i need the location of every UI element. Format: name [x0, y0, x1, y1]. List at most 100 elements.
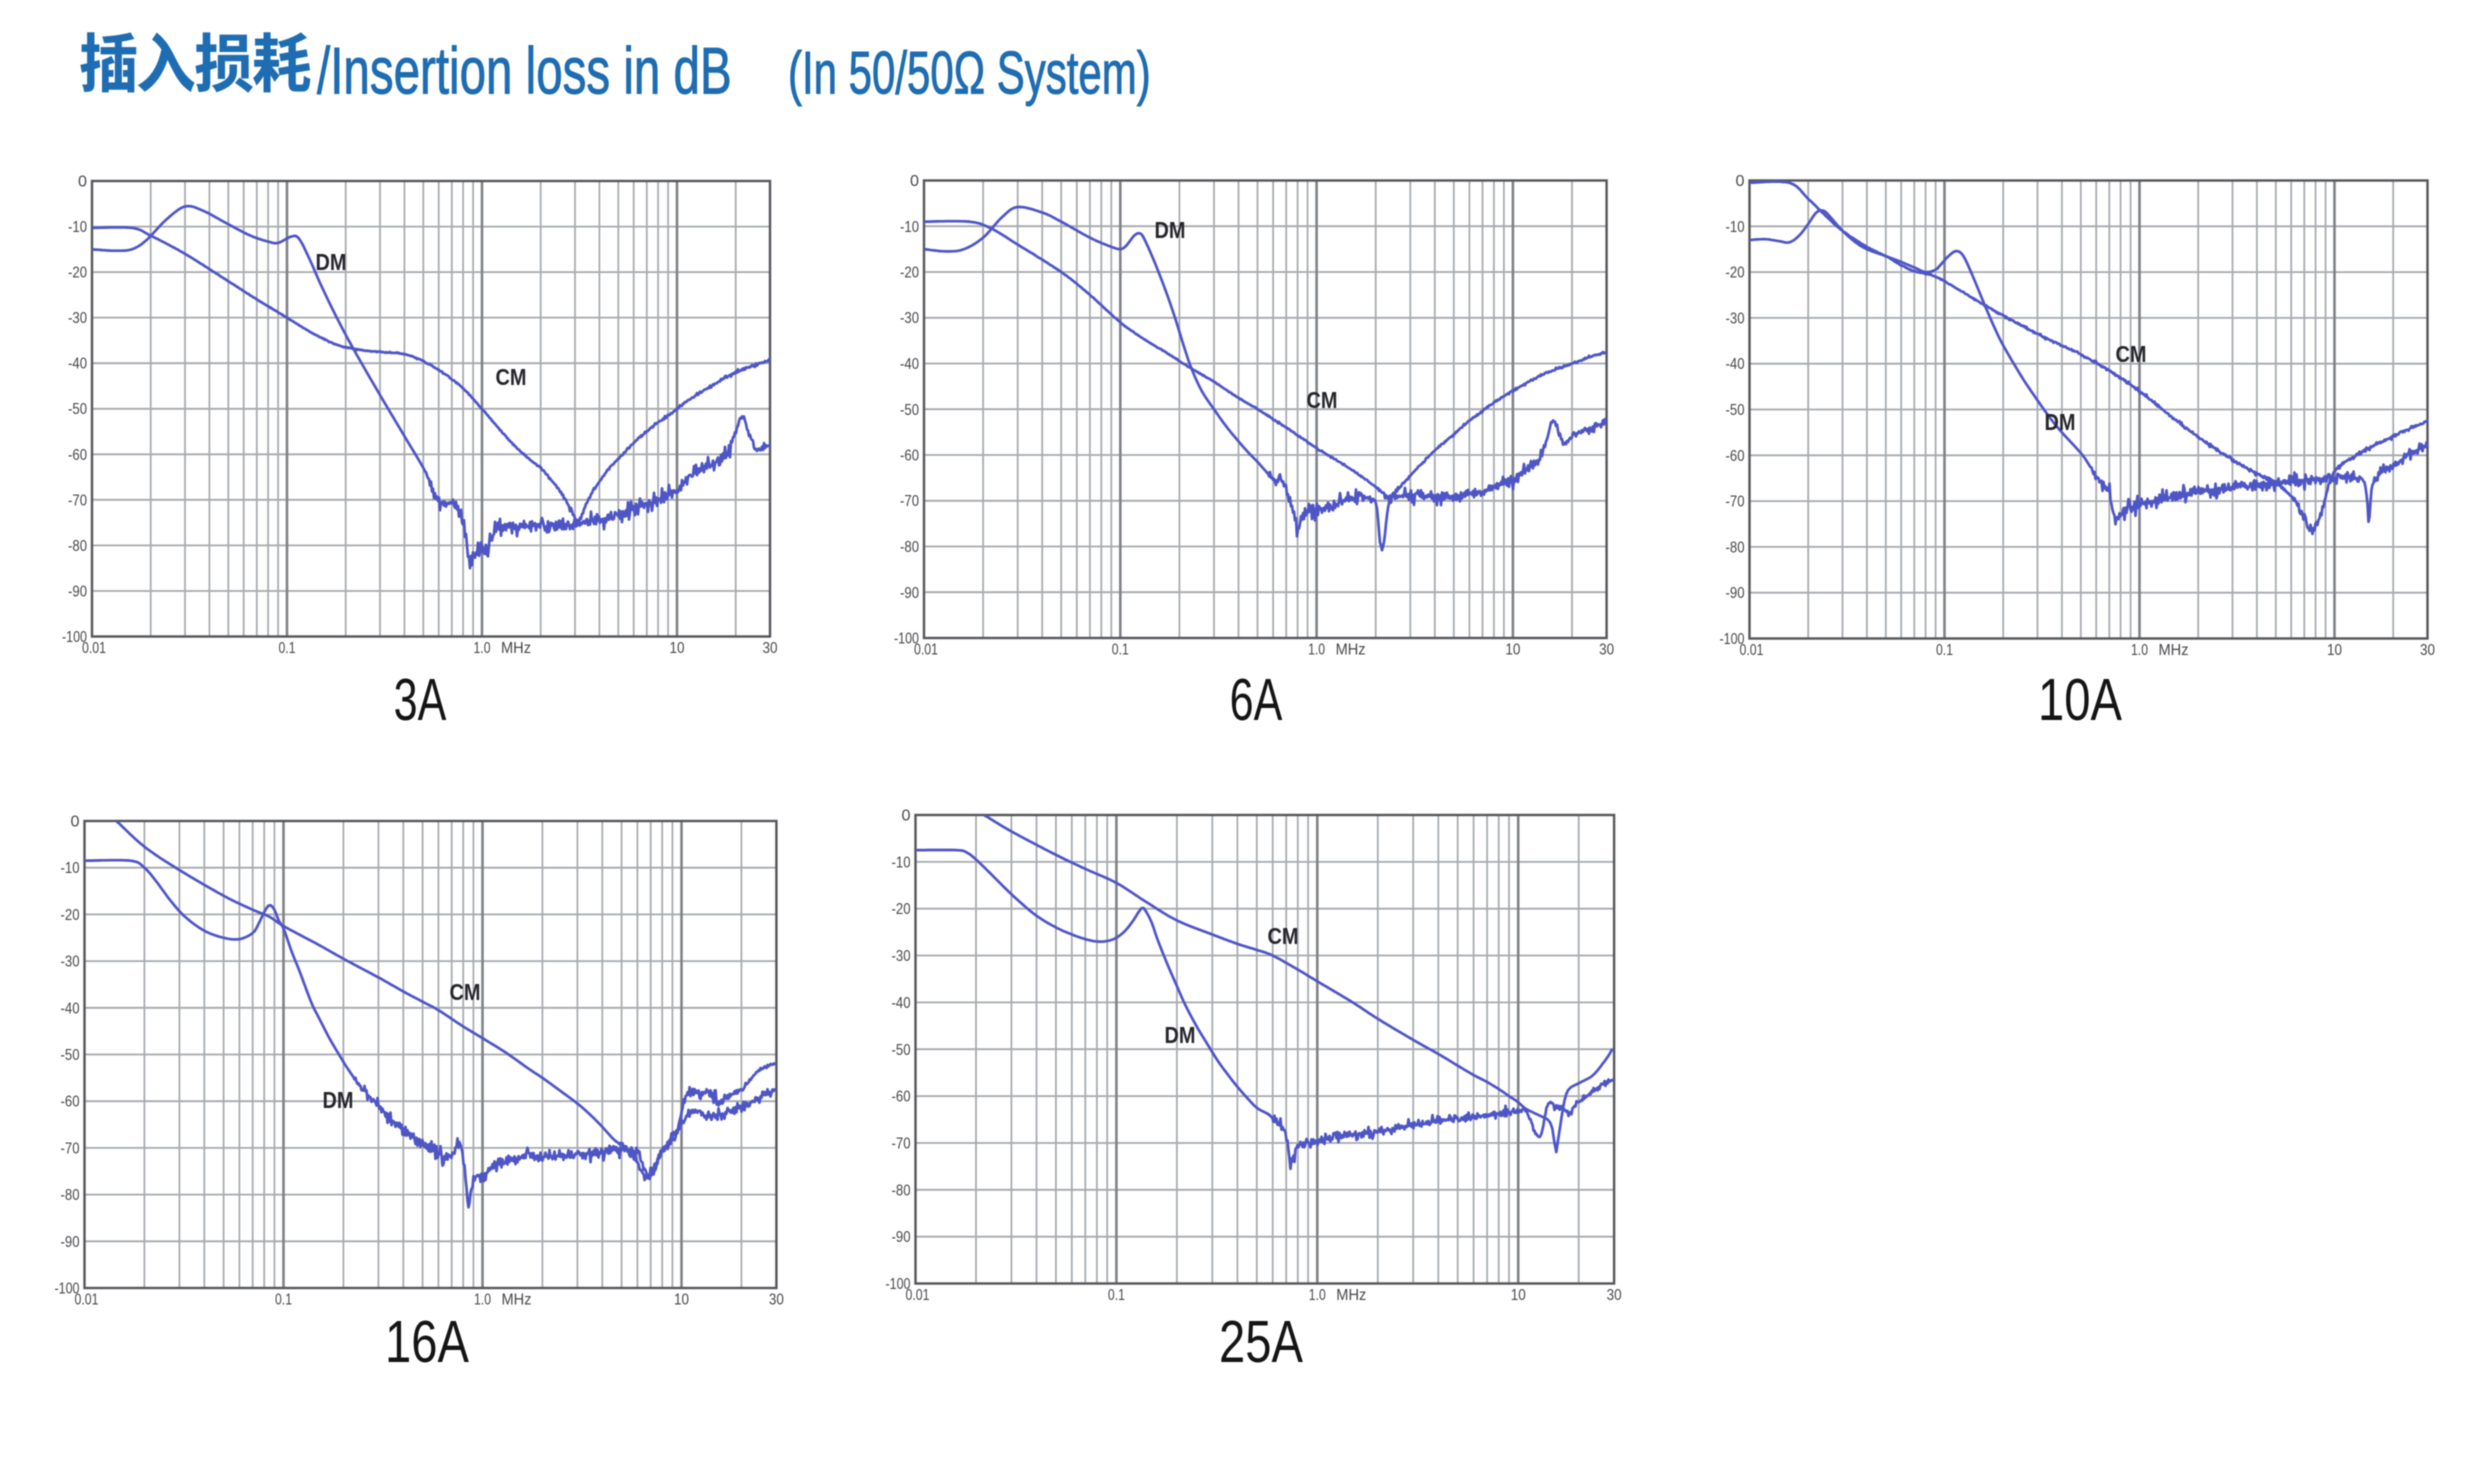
svg-text:-50: -50	[900, 402, 919, 419]
svg-text:6A: 6A	[1230, 666, 1283, 732]
svg-text:-50: -50	[892, 1042, 911, 1059]
svg-text:-70: -70	[900, 493, 919, 510]
svg-text:30: 30	[763, 640, 778, 657]
svg-text:30: 30	[2420, 642, 2435, 659]
svg-text:-70: -70	[61, 1140, 80, 1157]
svg-text:0: 0	[1736, 173, 1745, 190]
svg-text:MHz: MHz	[1336, 641, 1366, 658]
svg-text:-20: -20	[1726, 265, 1745, 282]
svg-text:DM: DM	[316, 249, 347, 275]
svg-text:-40: -40	[900, 356, 919, 373]
svg-text:DM: DM	[323, 1087, 354, 1113]
svg-text:-80: -80	[1726, 539, 1745, 556]
svg-text:-90: -90	[61, 1234, 80, 1251]
svg-text:-100: -100	[55, 1281, 80, 1298]
svg-text:1.0: 1.0	[1309, 1287, 1326, 1304]
svg-text:25A: 25A	[1219, 1310, 1303, 1375]
svg-text:-30: -30	[68, 310, 87, 327]
svg-text:10: 10	[1511, 1287, 1526, 1304]
svg-text:DM: DM	[1155, 217, 1186, 243]
svg-text:-80: -80	[900, 539, 919, 556]
svg-text:16A: 16A	[385, 1310, 469, 1375]
svg-text:1.0: 1.0	[474, 640, 491, 657]
svg-text:MHz: MHz	[1336, 1287, 1366, 1304]
svg-text:-60: -60	[1726, 448, 1745, 465]
svg-text:-30: -30	[61, 954, 80, 971]
svg-text:-30: -30	[900, 310, 919, 327]
svg-text:0: 0	[71, 814, 80, 831]
svg-text:0.01: 0.01	[906, 1287, 930, 1304]
svg-text:1.0: 1.0	[2131, 642, 2148, 659]
svg-text:0: 0	[902, 808, 911, 825]
svg-text:-100: -100	[894, 631, 919, 648]
svg-text:MHz: MHz	[502, 1291, 532, 1308]
svg-text:30: 30	[1607, 1287, 1622, 1304]
svg-text:-50: -50	[68, 401, 87, 418]
svg-text:-60: -60	[68, 447, 87, 464]
svg-text:-100: -100	[886, 1276, 911, 1293]
svg-text:-10: -10	[892, 854, 911, 871]
svg-text:-30: -30	[1726, 310, 1745, 327]
svg-text:-80: -80	[68, 538, 87, 555]
svg-text:(In 50/50Ω System): (In 50/50Ω System)	[788, 39, 1151, 106]
svg-text:10A: 10A	[2038, 668, 2122, 733]
svg-text:-50: -50	[1726, 402, 1745, 419]
svg-text:0.01: 0.01	[75, 1291, 99, 1308]
svg-text:CM: CM	[450, 979, 481, 1005]
svg-text:10: 10	[670, 640, 685, 657]
svg-text:0.01: 0.01	[1740, 642, 1764, 659]
svg-text:-20: -20	[61, 907, 80, 924]
svg-text:-50: -50	[61, 1047, 80, 1064]
svg-text:-60: -60	[900, 448, 919, 465]
svg-text:MHz: MHz	[501, 640, 531, 657]
svg-text:10: 10	[2327, 642, 2342, 659]
svg-text:3A: 3A	[394, 666, 447, 732]
svg-text:-90: -90	[900, 585, 919, 602]
svg-text:CM: CM	[1307, 387, 1338, 413]
svg-text:-70: -70	[892, 1136, 911, 1153]
svg-text:-60: -60	[61, 1094, 80, 1111]
svg-text:10: 10	[1505, 641, 1520, 658]
svg-text:10: 10	[674, 1291, 689, 1308]
svg-text:-90: -90	[1726, 585, 1745, 602]
svg-text:0: 0	[78, 174, 87, 191]
svg-text:/Insertion loss in dB: /Insertion loss in dB	[317, 35, 732, 108]
svg-text:0: 0	[910, 173, 919, 190]
svg-text:30: 30	[1599, 641, 1614, 658]
svg-text:-70: -70	[1726, 494, 1745, 511]
svg-text:-10: -10	[68, 219, 87, 236]
svg-text:MHz: MHz	[2159, 642, 2189, 659]
svg-text:-40: -40	[68, 356, 87, 373]
svg-text:30: 30	[769, 1291, 784, 1308]
svg-text:-20: -20	[892, 901, 911, 918]
svg-text:-40: -40	[892, 995, 911, 1012]
svg-text:-100: -100	[62, 629, 87, 646]
svg-text:-70: -70	[68, 492, 87, 509]
svg-text:-40: -40	[1726, 356, 1745, 373]
svg-text:0.01: 0.01	[82, 640, 106, 657]
svg-text:0.1: 0.1	[275, 1291, 292, 1308]
svg-text:0.1: 0.1	[1108, 1287, 1125, 1304]
svg-text:-10: -10	[900, 219, 919, 236]
svg-text:0.1: 0.1	[279, 640, 296, 657]
svg-text:-10: -10	[1726, 219, 1745, 236]
svg-text:CM: CM	[2116, 341, 2147, 367]
svg-text:DM: DM	[1165, 1022, 1196, 1048]
svg-text:DM: DM	[2045, 409, 2076, 435]
svg-text:-60: -60	[892, 1089, 911, 1106]
svg-text:-90: -90	[892, 1229, 911, 1246]
svg-text:-10: -10	[61, 860, 80, 877]
svg-text:-100: -100	[1720, 631, 1745, 648]
svg-text:CM: CM	[496, 364, 527, 390]
svg-text:-90: -90	[68, 584, 87, 601]
svg-text:-40: -40	[61, 1000, 80, 1017]
svg-text:CM: CM	[1268, 923, 1299, 949]
svg-text:-30: -30	[892, 948, 911, 965]
svg-text:-20: -20	[68, 265, 87, 282]
svg-text:-80: -80	[61, 1187, 80, 1204]
svg-text:1.0: 1.0	[1308, 641, 1325, 658]
svg-text:0.1: 0.1	[1936, 642, 1953, 659]
svg-text:0.1: 0.1	[1112, 641, 1129, 658]
svg-text:0.01: 0.01	[914, 641, 938, 658]
svg-text:-20: -20	[900, 265, 919, 282]
